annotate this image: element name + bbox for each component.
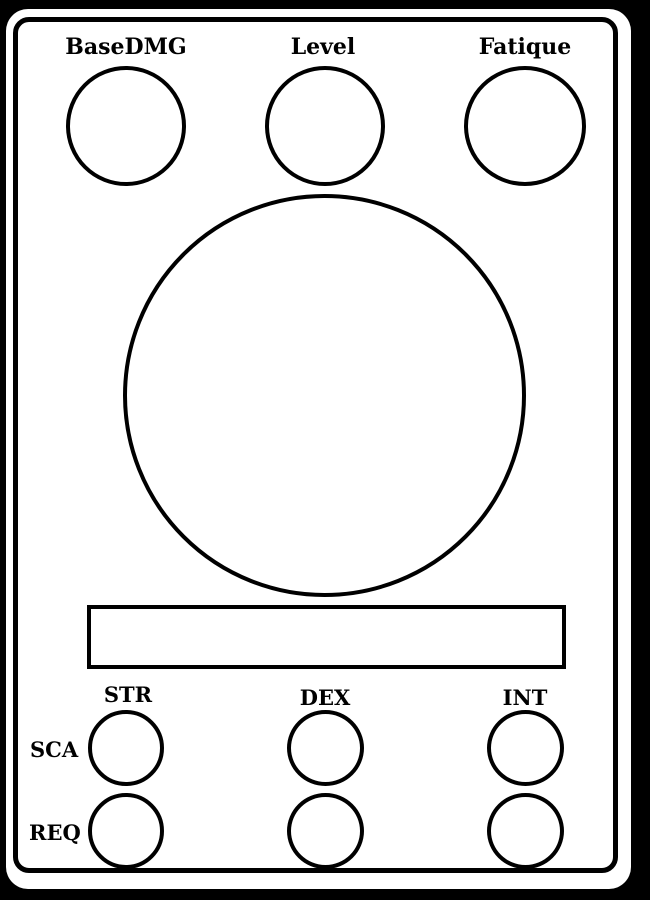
fatique-label: Fatique <box>478 34 572 60</box>
str-scaling-slot[interactable] <box>88 710 164 786</box>
level-slot[interactable] <box>265 66 385 186</box>
sca-label: SCA <box>30 737 79 762</box>
dex-scaling-slot[interactable] <box>287 710 364 786</box>
req-label: REQ <box>29 820 81 845</box>
int-label: INT <box>502 685 548 710</box>
str-label: STR <box>103 682 153 707</box>
dex-label: DEX <box>299 685 351 710</box>
basedmg-label: BaseDMG <box>65 34 187 60</box>
basedmg-slot[interactable] <box>66 66 186 186</box>
level-label: Level <box>290 34 356 60</box>
int-scaling-slot[interactable] <box>487 710 564 786</box>
name-bar[interactable] <box>87 605 566 669</box>
int-requirement-slot[interactable] <box>487 793 564 869</box>
fatique-slot[interactable] <box>464 66 586 186</box>
str-requirement-slot[interactable] <box>88 793 164 869</box>
card-image-slot[interactable] <box>123 194 526 597</box>
dex-requirement-slot[interactable] <box>287 793 364 869</box>
